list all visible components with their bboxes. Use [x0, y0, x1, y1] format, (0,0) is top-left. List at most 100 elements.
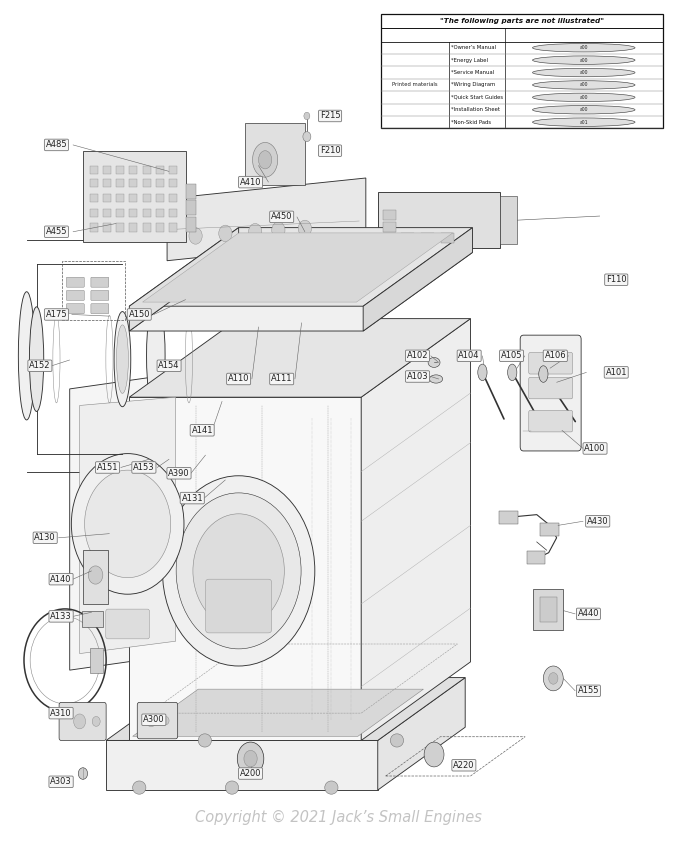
Text: A155: A155 [578, 686, 599, 695]
Ellipse shape [304, 112, 310, 120]
Ellipse shape [533, 93, 635, 101]
Text: Printed materials: Printed materials [392, 83, 437, 88]
FancyBboxPatch shape [129, 194, 137, 202]
Circle shape [298, 220, 312, 236]
Text: A485: A485 [46, 140, 67, 149]
Text: A390: A390 [168, 468, 190, 478]
Text: A103: A103 [407, 372, 429, 381]
Ellipse shape [533, 118, 635, 127]
Text: A153: A153 [133, 463, 155, 472]
FancyBboxPatch shape [441, 234, 454, 243]
Circle shape [249, 224, 262, 240]
Polygon shape [80, 398, 176, 653]
Ellipse shape [89, 566, 103, 584]
Text: A105: A105 [501, 351, 523, 360]
FancyBboxPatch shape [91, 277, 109, 287]
Text: A110: A110 [228, 375, 249, 383]
FancyBboxPatch shape [129, 179, 137, 187]
Circle shape [176, 493, 301, 649]
FancyBboxPatch shape [521, 335, 581, 451]
Text: *Non-Skid Pads: *Non-Skid Pads [452, 120, 491, 125]
FancyBboxPatch shape [103, 179, 111, 187]
FancyBboxPatch shape [137, 702, 178, 738]
FancyBboxPatch shape [89, 165, 97, 174]
FancyBboxPatch shape [129, 208, 137, 217]
FancyBboxPatch shape [169, 194, 177, 202]
Polygon shape [378, 678, 465, 790]
Text: A141: A141 [191, 425, 213, 435]
FancyBboxPatch shape [155, 224, 164, 232]
FancyBboxPatch shape [59, 702, 106, 740]
Text: A130: A130 [34, 533, 56, 543]
FancyBboxPatch shape [143, 208, 151, 217]
Ellipse shape [114, 311, 130, 407]
Text: A104: A104 [458, 351, 480, 360]
FancyBboxPatch shape [91, 304, 109, 314]
Circle shape [424, 742, 444, 767]
FancyBboxPatch shape [245, 122, 305, 185]
Text: a00: a00 [579, 83, 588, 88]
Text: A310: A310 [50, 709, 72, 717]
FancyBboxPatch shape [103, 165, 111, 174]
Polygon shape [143, 233, 453, 302]
Text: A111: A111 [271, 375, 293, 383]
Ellipse shape [390, 733, 404, 747]
FancyBboxPatch shape [106, 609, 149, 639]
FancyBboxPatch shape [186, 200, 195, 215]
Text: A151: A151 [97, 463, 118, 472]
Polygon shape [129, 228, 473, 306]
Polygon shape [106, 678, 465, 740]
FancyBboxPatch shape [155, 179, 164, 187]
FancyBboxPatch shape [116, 224, 124, 232]
FancyBboxPatch shape [89, 208, 97, 217]
Text: A303: A303 [50, 777, 72, 787]
Text: Copyright © 2021 Jack’s Small Engines: Copyright © 2021 Jack’s Small Engines [195, 810, 481, 825]
Text: F210: F210 [320, 146, 340, 155]
FancyBboxPatch shape [83, 550, 108, 604]
FancyBboxPatch shape [103, 208, 111, 217]
FancyBboxPatch shape [383, 210, 396, 220]
Text: *Installation Sheet: *Installation Sheet [452, 107, 500, 112]
Text: A150: A150 [128, 310, 150, 319]
FancyBboxPatch shape [540, 598, 556, 622]
FancyBboxPatch shape [66, 304, 84, 314]
Text: a00: a00 [579, 70, 588, 75]
FancyBboxPatch shape [540, 523, 558, 536]
Text: A450: A450 [271, 213, 293, 221]
FancyBboxPatch shape [143, 194, 151, 202]
Ellipse shape [533, 56, 635, 64]
Text: "The following parts are not illustrated": "The following parts are not illustrated… [440, 19, 604, 24]
Ellipse shape [30, 307, 44, 412]
Text: a00: a00 [579, 107, 588, 112]
Text: A140: A140 [50, 575, 72, 584]
FancyBboxPatch shape [89, 179, 97, 187]
FancyBboxPatch shape [116, 208, 124, 217]
Ellipse shape [132, 781, 146, 794]
Text: A440: A440 [578, 609, 599, 619]
Polygon shape [70, 372, 186, 670]
FancyBboxPatch shape [91, 290, 109, 300]
Ellipse shape [533, 106, 635, 114]
Polygon shape [106, 740, 378, 790]
Ellipse shape [429, 375, 443, 383]
Ellipse shape [258, 151, 272, 169]
Text: *Service Manual: *Service Manual [452, 70, 494, 75]
FancyBboxPatch shape [82, 610, 103, 627]
FancyBboxPatch shape [129, 165, 137, 174]
Text: A152: A152 [29, 361, 51, 371]
Ellipse shape [539, 365, 548, 382]
Text: A300: A300 [143, 715, 165, 724]
Ellipse shape [198, 733, 212, 747]
Text: *Quick Start Guides: *Quick Start Guides [452, 95, 504, 100]
Circle shape [162, 476, 315, 666]
Text: A100: A100 [584, 444, 606, 453]
FancyBboxPatch shape [383, 222, 396, 232]
Text: a00: a00 [579, 46, 588, 51]
Text: *Wiring Diagram: *Wiring Diagram [452, 83, 496, 88]
Text: A101: A101 [606, 368, 627, 377]
Polygon shape [129, 252, 473, 331]
Ellipse shape [74, 714, 86, 729]
Polygon shape [132, 690, 423, 736]
Text: A102: A102 [407, 351, 429, 360]
Text: A131: A131 [181, 494, 203, 502]
